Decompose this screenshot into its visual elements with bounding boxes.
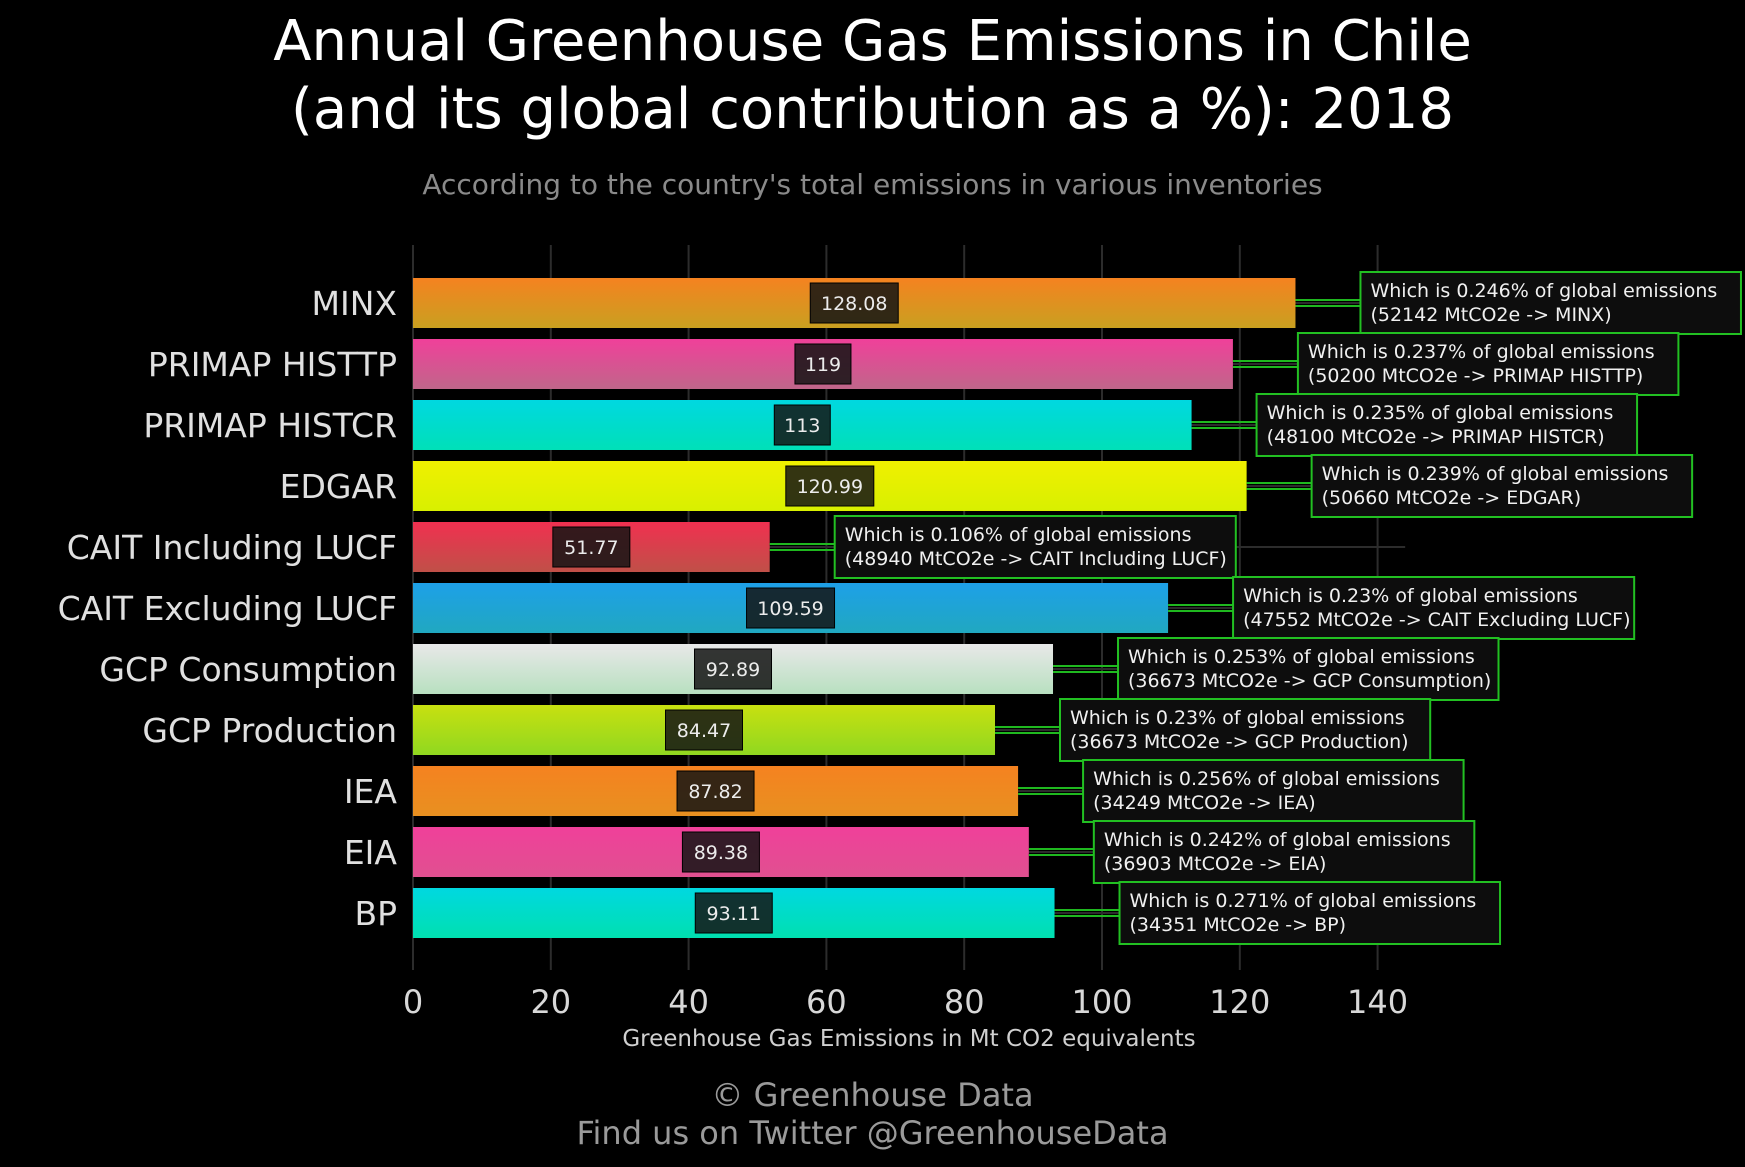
value-label: 93.11 xyxy=(707,903,761,925)
annotation-line2: (48940 MtCO2e -> CAIT Including LUCF) xyxy=(845,548,1227,570)
value-label: 120.99 xyxy=(797,476,863,498)
annotation-line1: Which is 0.106% of global emissions xyxy=(845,524,1192,546)
value-label-box xyxy=(681,831,760,873)
value-label: 51.77 xyxy=(564,537,618,559)
y-tick-label: MINX xyxy=(312,284,398,323)
value-label: 128.08 xyxy=(821,293,887,315)
annotation-line2: (48100 MtCO2e -> PRIMAP HISTCR) xyxy=(1267,426,1605,448)
y-tick-label: IEA xyxy=(344,772,398,811)
y-tick-label: BP xyxy=(354,894,397,933)
annotation-line2: (52142 MtCO2e -> MINX) xyxy=(1370,304,1611,326)
value-label-box xyxy=(773,404,831,446)
value-label: 87.82 xyxy=(688,781,742,803)
y-tick-label: GCP Consumption xyxy=(99,650,397,689)
annotation-line1: Which is 0.253% of global emissions xyxy=(1128,646,1475,668)
annotation-box xyxy=(1255,393,1639,457)
annotation-line2: (36673 MtCO2e -> GCP Consumption) xyxy=(1128,670,1491,692)
annotations: Which is 0.246% of global emissions(5214… xyxy=(833,271,1742,945)
y-tick-labels: MINX PRIMAP HISTTP PRIMAP HISTCR EDGAR CAIT … xyxy=(58,284,398,933)
annotation-connectors xyxy=(769,299,1361,917)
value-label: 113 xyxy=(784,415,820,437)
annotation-line1: Which is 0.256% of global emissions xyxy=(1093,768,1440,790)
x-tick-label: 0 xyxy=(403,983,423,1021)
value-label: 119 xyxy=(805,354,841,376)
y-tick-label: PRIMAP HISTCR xyxy=(143,406,397,445)
annotation-line1: Which is 0.242% of global emissions xyxy=(1104,829,1451,851)
value-label-box xyxy=(676,770,755,812)
x-tick-label: 140 xyxy=(1347,983,1408,1021)
x-axis-label: Greenhouse Gas Emissions in Mt CO2 equiv… xyxy=(622,1026,1195,1052)
value-label: 109.59 xyxy=(757,598,823,620)
annotation-box xyxy=(833,515,1237,579)
chart-title: Annual Greenhouse Gas Emissions in Chile… xyxy=(0,8,1745,144)
annotation-line1: Which is 0.239% of global emissions xyxy=(1322,463,1669,485)
value-labels: 128.08 119 113 120.99 51.77 109.59 92.89 84.47 8… xyxy=(552,282,899,934)
y-tick-label: PRIMAP HISTTP xyxy=(148,345,397,384)
y-tick-label: EIA xyxy=(344,833,398,872)
value-label: 92.89 xyxy=(706,659,760,681)
y-tick-label: GCP Production xyxy=(142,711,397,750)
footer-copyright: © Greenhouse Data xyxy=(711,1076,1034,1114)
annotation-box xyxy=(1310,454,1694,518)
value-label: 84.47 xyxy=(677,720,731,742)
annotation-line1: Which is 0.237% of global emissions xyxy=(1308,341,1655,363)
chart-title-line1: Annual Greenhouse Gas Emissions in Chile xyxy=(273,9,1472,74)
value-label-box xyxy=(694,892,773,934)
annotation-line1: Which is 0.235% of global emissions xyxy=(1267,402,1614,424)
annotation-line2: (47552 MtCO2e -> CAIT Excluding LUCF) xyxy=(1243,609,1630,631)
annotation-line2: (34351 MtCO2e -> BP) xyxy=(1130,914,1347,936)
value-label-box xyxy=(785,465,875,507)
annotation-line1: Which is 0.23% of global emissions xyxy=(1243,585,1578,607)
value-label-box xyxy=(809,282,899,324)
y-tick-label: CAIT Excluding LUCF xyxy=(58,589,397,628)
y-tick-label: EDGAR xyxy=(280,467,397,506)
chart-subtitle: According to the country's total emissio… xyxy=(422,168,1323,201)
annotation-line1: Which is 0.23% of global emissions xyxy=(1070,707,1405,729)
y-tick-label: CAIT Including LUCF xyxy=(67,528,397,567)
x-tick-label: 120 xyxy=(1209,983,1270,1021)
annotation-box xyxy=(1359,271,1742,335)
x-tick-labels: 0 20 40 60 80 100 120 140 xyxy=(403,983,1408,1021)
x-tick-label: 40 xyxy=(668,983,709,1021)
value-label: 89.38 xyxy=(694,842,748,864)
x-tick-label: 80 xyxy=(944,983,985,1021)
x-tick-label: 20 xyxy=(530,983,571,1021)
value-label-box xyxy=(746,587,836,629)
annotation-line2: (34249 MtCO2e -> IEA) xyxy=(1093,792,1316,814)
annotation-line2: (50660 MtCO2e -> EDGAR) xyxy=(1322,487,1582,509)
value-label-box xyxy=(794,343,852,385)
value-label-box xyxy=(552,526,631,568)
value-label-box xyxy=(694,648,773,690)
annotation-line2: (50200 MtCO2e -> PRIMAP HISTTP) xyxy=(1308,365,1643,387)
x-tick-label: 60 xyxy=(806,983,847,1021)
x-tick-label: 100 xyxy=(1071,983,1132,1021)
annotation-box xyxy=(1092,820,1476,884)
footer-twitter: Find us on Twitter @GreenhouseData xyxy=(576,1114,1169,1152)
annotation-box xyxy=(1232,576,1636,640)
annotation-line2: (36673 MtCO2e -> GCP Production) xyxy=(1070,731,1409,753)
annotation-box xyxy=(1118,881,1502,945)
annotation-line2: (36903 MtCO2e -> EIA) xyxy=(1104,853,1327,875)
annotation-line1: Which is 0.246% of global emissions xyxy=(1370,280,1717,302)
value-label-box xyxy=(664,709,743,751)
chart-title-line2: (and its global contribution as a %): 20… xyxy=(291,77,1454,142)
annotation-box xyxy=(1117,637,1500,701)
annotation-line1: Which is 0.271% of global emissions xyxy=(1130,890,1477,912)
